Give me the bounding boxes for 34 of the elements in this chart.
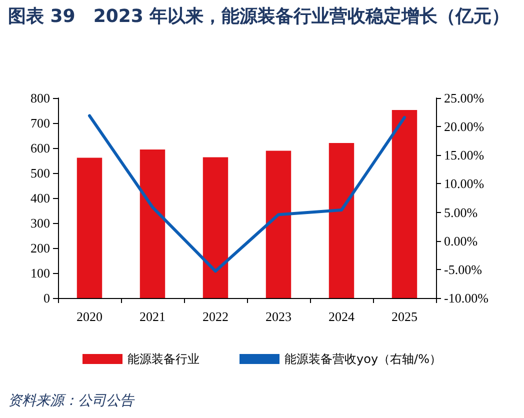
y-tick-label: 600 bbox=[30, 140, 50, 156]
y-tick-label: 800 bbox=[30, 90, 50, 106]
y-tick-label: 300 bbox=[30, 216, 50, 230]
chart-title: 图表 39 2023 年以来，能源装备行业营收稳定增长（亿元） bbox=[8, 5, 511, 29]
y-tick-label: 0 bbox=[44, 290, 50, 306]
y2-tick-label: -10.00% bbox=[444, 290, 489, 306]
x-tick-label: 2022 bbox=[202, 309, 228, 324]
x-tick-label: 2021 bbox=[140, 309, 166, 324]
y2-tick-label: 5.00% bbox=[444, 204, 478, 220]
y2-tick-label: 15.00% bbox=[444, 148, 484, 163]
y2-tick-label: 25.00% bbox=[444, 90, 484, 106]
y2-tick-label: 0.00% bbox=[444, 233, 478, 248]
text: 资料来源：公司公告 bbox=[8, 392, 134, 410]
bar bbox=[140, 150, 166, 298]
y-tick-label: 200 bbox=[30, 240, 50, 256]
bar bbox=[202, 157, 228, 298]
y-tick-label: 700 bbox=[30, 116, 50, 130]
legend-label: 能源装备行业 bbox=[128, 352, 200, 366]
bar bbox=[266, 150, 292, 298]
y2-tick-label: -5.00% bbox=[444, 262, 482, 277]
x-tick-label: 2025 bbox=[392, 309, 418, 324]
x-tick-label: 2024 bbox=[328, 309, 355, 324]
y-tick-label: 500 bbox=[30, 166, 50, 180]
legend-label: 能源装备营收yoy（右轴/%） bbox=[284, 352, 442, 366]
y-tick-label: 400 bbox=[30, 190, 50, 206]
x-tick-label: 2020 bbox=[76, 309, 102, 324]
bar bbox=[328, 143, 354, 298]
y2-tick-label: 10.00% bbox=[444, 176, 484, 192]
y2-tick-label: 20.00% bbox=[444, 119, 484, 134]
y-tick-label: 100 bbox=[30, 266, 50, 280]
line-series bbox=[88, 114, 406, 273]
bar bbox=[392, 110, 418, 298]
x-tick-label: 2023 bbox=[266, 309, 292, 324]
bar bbox=[76, 158, 102, 298]
